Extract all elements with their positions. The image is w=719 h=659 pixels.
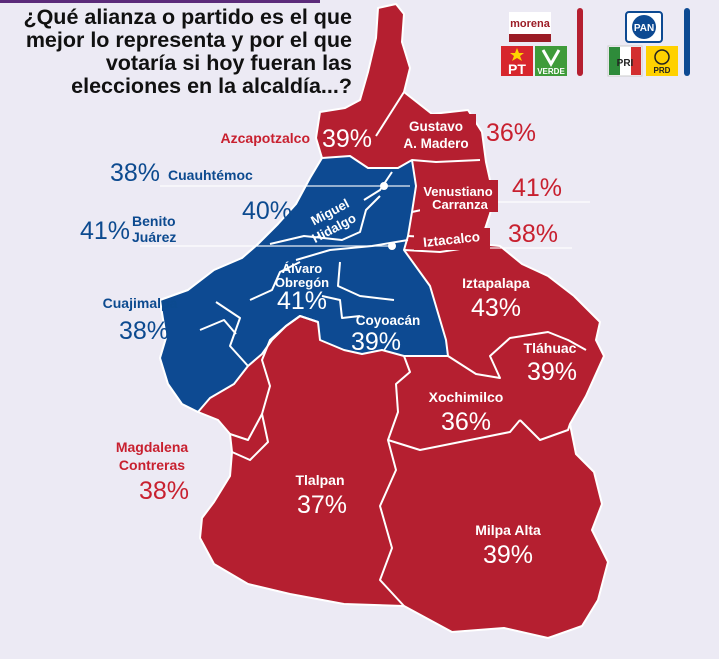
- vc-name-line2: Carranza: [432, 197, 488, 212]
- xochimilco-percent: 36%: [441, 408, 491, 436]
- iztapalapa-name: Iztapalapa: [462, 275, 530, 291]
- pri-logo-text: PRI: [617, 58, 634, 69]
- vc-label-box: [420, 180, 498, 212]
- morena-logo-text: morena: [510, 18, 551, 30]
- azcapotzalco-percent: 39%: [322, 125, 372, 153]
- morena-pt-verde-logos: morena PT VERDE: [495, 8, 587, 80]
- milpa-alta-percent: 39%: [483, 541, 533, 569]
- survey-question: ¿Qué alianza o partido es el que mejor l…: [23, 5, 352, 98]
- miguel-hidalgo-percent: 40%: [242, 197, 292, 225]
- benito-juarez-line2: Juárez: [132, 229, 176, 245]
- tlahuac-name: Tláhuac: [524, 340, 577, 356]
- vc-percent: 41%: [512, 174, 562, 202]
- top-accent-bar: [0, 0, 320, 3]
- iztacalco-name: Iztacalco: [422, 229, 480, 250]
- gam-label-box: [398, 114, 476, 154]
- iztapalapa-percent: 43%: [471, 294, 521, 322]
- benito-juarez-line1: Benito: [132, 213, 176, 229]
- pan-pri-prd-logos: PAN PRI PRD: [604, 8, 704, 80]
- pt-logo-text: PT: [508, 61, 526, 77]
- magdalena-contreras-percent: 38%: [139, 477, 189, 505]
- magdalena-contreras-line2: Contreras: [119, 457, 185, 473]
- milpa-alta-name: Milpa Alta: [475, 522, 541, 538]
- pan-logo-text: PAN: [634, 23, 654, 34]
- left-coalition-bar: [577, 8, 583, 76]
- prd-logo-text: PRD: [654, 66, 671, 75]
- azcapotzalco-name: Azcapotzalco: [221, 130, 310, 146]
- tlahuac-percent: 39%: [527, 358, 577, 386]
- alvaro-obregon-percent: 41%: [277, 287, 327, 315]
- iztacalco-percent: 38%: [508, 220, 558, 248]
- gam-name-line2: A. Madero: [403, 136, 468, 151]
- cuauhtemoc-name: Cuauhtémoc: [168, 167, 253, 183]
- cuajimalpa-name: Cuajimalpa: [103, 295, 178, 311]
- xochimilco-name: Xochimilco: [429, 389, 504, 405]
- cuauhtemoc-percent: 38%: [110, 159, 160, 187]
- gam-name-line1: Gustavo: [409, 119, 463, 134]
- coyoacan-percent: 39%: [351, 328, 401, 356]
- alvaro-obregon-line2: Obregón: [275, 275, 329, 290]
- cuajimalpa-percent: 38%: [119, 317, 169, 345]
- alvaro-obregon-line1: Álvaro: [282, 261, 323, 276]
- verde-logo-text: VERDE: [537, 67, 565, 76]
- right-coalition-bar: [684, 8, 690, 76]
- prd-logo: [646, 46, 678, 76]
- magdalena-contreras-line1: Magdalena: [116, 439, 189, 455]
- tlalpan-name: Tlalpan: [295, 472, 344, 488]
- iztacalco-label-box: [414, 228, 490, 250]
- benito-juarez-percent: 41%: [80, 217, 130, 245]
- vc-name-line1: Venustiano: [423, 184, 492, 199]
- tlalpan-percent: 37%: [297, 491, 347, 519]
- gam-percent: 36%: [486, 119, 536, 147]
- coyoacan-name: Coyoacán: [356, 313, 421, 328]
